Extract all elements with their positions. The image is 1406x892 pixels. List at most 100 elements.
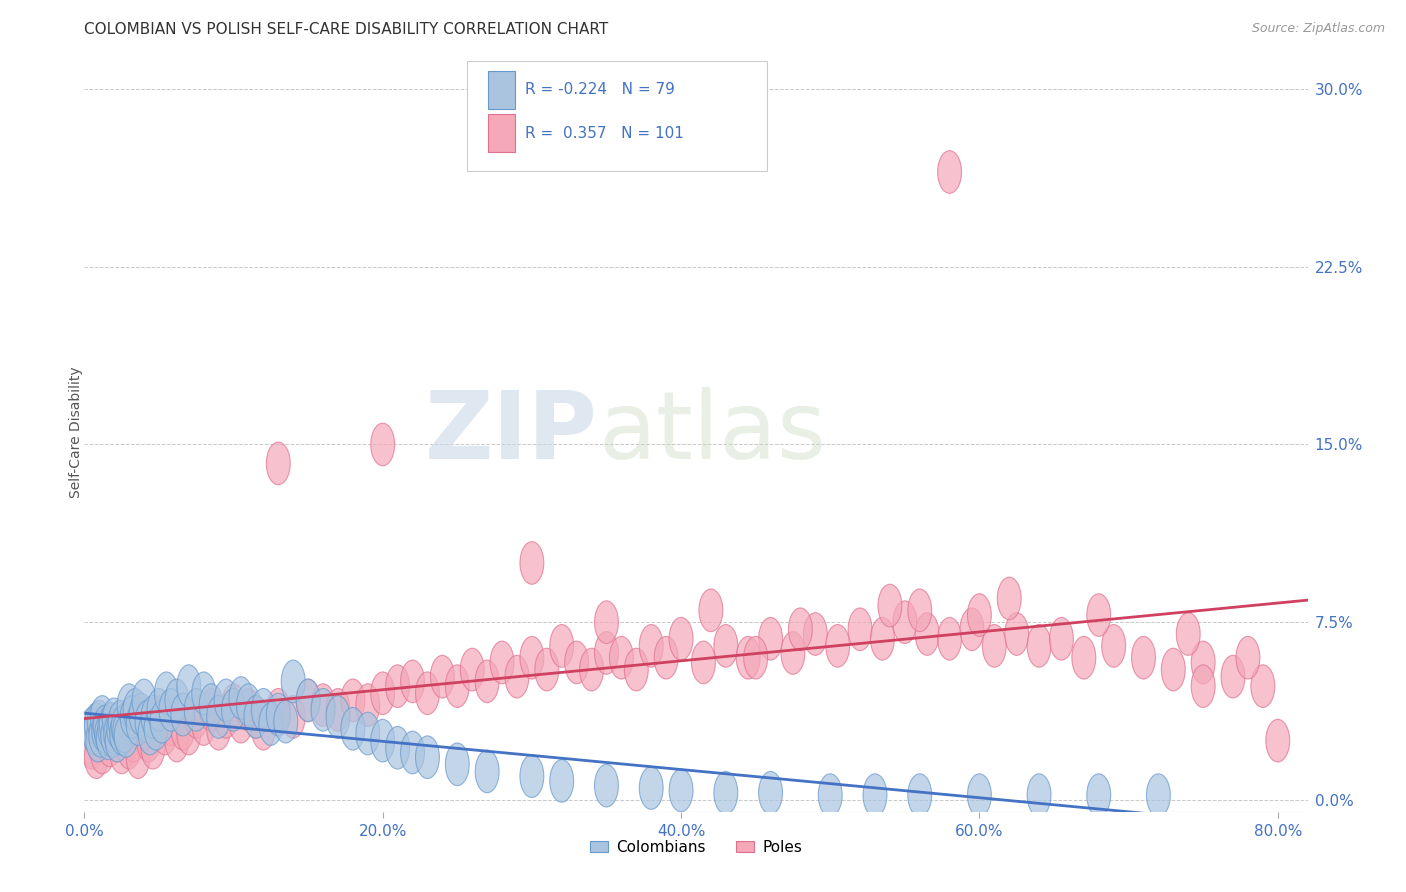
Ellipse shape [997, 577, 1021, 620]
Ellipse shape [159, 689, 183, 731]
Ellipse shape [1146, 774, 1170, 816]
Ellipse shape [87, 700, 111, 743]
Ellipse shape [150, 700, 174, 743]
Text: ZIP: ZIP [425, 386, 598, 479]
Ellipse shape [129, 693, 153, 736]
Ellipse shape [111, 705, 135, 747]
Ellipse shape [340, 707, 364, 750]
Ellipse shape [191, 672, 215, 714]
Ellipse shape [132, 679, 156, 722]
Ellipse shape [177, 712, 201, 755]
Ellipse shape [744, 636, 768, 679]
Ellipse shape [222, 684, 246, 726]
Ellipse shape [214, 696, 238, 739]
Ellipse shape [491, 641, 515, 684]
Ellipse shape [105, 719, 129, 762]
Ellipse shape [326, 689, 350, 731]
Ellipse shape [714, 772, 738, 814]
Ellipse shape [297, 679, 321, 722]
Ellipse shape [207, 696, 231, 739]
Ellipse shape [416, 736, 440, 779]
Ellipse shape [1191, 665, 1215, 707]
Ellipse shape [579, 648, 603, 691]
Ellipse shape [266, 689, 290, 731]
Ellipse shape [640, 767, 664, 809]
Ellipse shape [172, 693, 195, 736]
Ellipse shape [127, 736, 150, 779]
Ellipse shape [86, 719, 110, 762]
Ellipse shape [692, 641, 716, 684]
Ellipse shape [565, 641, 589, 684]
Ellipse shape [94, 712, 118, 755]
Ellipse shape [172, 707, 195, 750]
Ellipse shape [1220, 656, 1244, 698]
Ellipse shape [84, 703, 108, 746]
Ellipse shape [98, 724, 122, 767]
Ellipse shape [371, 719, 395, 762]
Ellipse shape [93, 705, 117, 747]
Ellipse shape [165, 679, 188, 722]
Ellipse shape [281, 696, 305, 739]
Ellipse shape [848, 608, 872, 650]
Ellipse shape [274, 700, 298, 743]
Ellipse shape [136, 719, 160, 762]
Ellipse shape [184, 696, 208, 739]
Ellipse shape [371, 423, 395, 466]
Ellipse shape [640, 624, 664, 667]
Ellipse shape [915, 613, 939, 656]
Ellipse shape [105, 719, 129, 762]
Ellipse shape [908, 774, 932, 816]
Ellipse shape [371, 672, 395, 714]
Ellipse shape [1177, 613, 1201, 656]
Ellipse shape [222, 689, 246, 731]
Text: R =  0.357   N = 101: R = 0.357 N = 101 [524, 126, 683, 141]
Ellipse shape [229, 677, 253, 719]
Ellipse shape [89, 714, 112, 757]
Ellipse shape [236, 684, 260, 726]
Ellipse shape [281, 660, 305, 703]
Text: Source: ZipAtlas.com: Source: ZipAtlas.com [1251, 22, 1385, 36]
Ellipse shape [120, 696, 143, 739]
Ellipse shape [908, 589, 932, 632]
Ellipse shape [117, 726, 141, 769]
Ellipse shape [1049, 617, 1073, 660]
Ellipse shape [818, 774, 842, 816]
Ellipse shape [297, 679, 321, 722]
Ellipse shape [825, 624, 849, 667]
Ellipse shape [155, 672, 179, 714]
Ellipse shape [340, 679, 364, 722]
Ellipse shape [124, 689, 148, 731]
Ellipse shape [114, 712, 138, 755]
Ellipse shape [112, 710, 136, 753]
Ellipse shape [90, 696, 114, 739]
Ellipse shape [505, 656, 529, 698]
Ellipse shape [159, 703, 183, 746]
Ellipse shape [1028, 624, 1052, 667]
Ellipse shape [1087, 774, 1111, 816]
FancyBboxPatch shape [467, 62, 766, 171]
Ellipse shape [114, 714, 138, 757]
Ellipse shape [132, 707, 156, 750]
Ellipse shape [153, 712, 177, 755]
Ellipse shape [1102, 624, 1126, 667]
Ellipse shape [259, 703, 283, 746]
Ellipse shape [520, 541, 544, 584]
Ellipse shape [737, 636, 761, 679]
Ellipse shape [117, 684, 141, 726]
Ellipse shape [938, 617, 962, 660]
Ellipse shape [141, 696, 165, 739]
Ellipse shape [595, 601, 619, 643]
Ellipse shape [191, 703, 215, 746]
Ellipse shape [236, 689, 260, 731]
Ellipse shape [148, 696, 172, 739]
Legend: Colombians, Poles: Colombians, Poles [583, 834, 808, 861]
Ellipse shape [401, 731, 425, 774]
Ellipse shape [759, 617, 783, 660]
FancyBboxPatch shape [488, 71, 515, 109]
Ellipse shape [229, 700, 253, 743]
Ellipse shape [83, 712, 107, 755]
Ellipse shape [446, 665, 470, 707]
Ellipse shape [780, 632, 804, 674]
Ellipse shape [1087, 594, 1111, 636]
Ellipse shape [87, 719, 111, 762]
